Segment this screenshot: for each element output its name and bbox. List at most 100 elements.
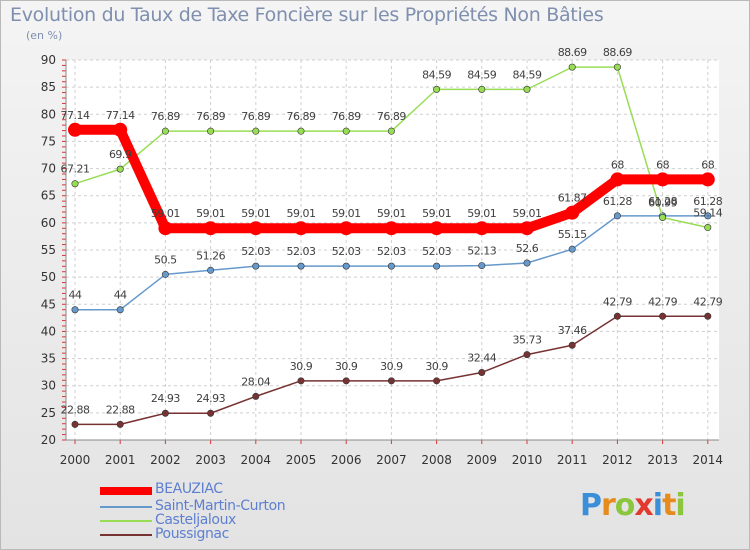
- data-point-saint-martin-curton: [161, 270, 169, 278]
- data-labels: 22.88 22.88 24.93 24.93 28.04 30.9 30.9 30.9 30.…: [61, 46, 724, 416]
- data-point-poussignac: [161, 409, 169, 417]
- data-label-casteljaloux: 76.89: [377, 110, 406, 123]
- data-label-casteljaloux: 76.89: [332, 110, 361, 123]
- data-label-poussignac: 35.73: [513, 334, 542, 347]
- x-tick-label: 2001: [105, 453, 136, 467]
- y-tick-label: 25: [41, 406, 56, 420]
- data-point-beauziac: [565, 205, 580, 220]
- y-tick-label: 55: [41, 243, 56, 257]
- data-label-poussignac: 42.79: [648, 295, 677, 308]
- x-tick-label: 2013: [647, 453, 678, 467]
- data-label-beauziac: 77.14: [106, 109, 135, 122]
- data-label-saint-martin-curton: 50.5: [154, 253, 177, 266]
- data-label-casteljaloux: 69.9: [109, 148, 132, 161]
- data-point-saint-martin-curton: [478, 262, 486, 270]
- data-point-casteljaloux: [252, 127, 260, 135]
- data-point-saint-martin-curton: [568, 245, 576, 253]
- data-point-saint-martin-curton: [297, 262, 305, 270]
- data-point-poussignac: [252, 392, 260, 400]
- proxiti-logo-letter: x: [634, 488, 653, 523]
- proxiti-logo: Proxiti: [580, 488, 686, 523]
- data-point-beauziac: [68, 122, 82, 137]
- y-tick-label: 80: [41, 107, 56, 121]
- data-point-poussignac: [207, 409, 215, 417]
- data-point-casteljaloux: [387, 127, 395, 135]
- x-tick-label: 2010: [512, 453, 543, 467]
- proxiti-logo-letter: r: [601, 488, 616, 523]
- data-point-beauziac: [429, 221, 444, 236]
- data-point-poussignac: [387, 377, 395, 385]
- y-tick-label: 70: [41, 162, 56, 176]
- legend-swatch-poussignac: [100, 534, 152, 536]
- data-point-casteljaloux: [116, 165, 124, 173]
- data-label-poussignac: 30.9: [380, 360, 403, 373]
- legend-swatch-beauziac: [100, 487, 152, 495]
- data-point-poussignac: [613, 312, 621, 320]
- x-tick-label: 2002: [150, 453, 181, 467]
- y-tick-label: 20: [41, 433, 56, 447]
- data-point-casteljaloux: [71, 180, 79, 188]
- y-tick-label: 35: [41, 352, 56, 366]
- y-tick-label: 50: [41, 270, 56, 284]
- chart-title: Evolution du Taux de Taxe Foncière sur l…: [10, 4, 604, 26]
- data-label-poussignac: 28.04: [241, 375, 270, 388]
- x-tick-label: 2004: [241, 453, 272, 467]
- data-label-poussignac: 30.9: [290, 360, 313, 373]
- y-tick-label: 40: [41, 324, 56, 338]
- data-label-casteljaloux: 84.59: [467, 68, 496, 81]
- data-label-casteljaloux: 76.89: [241, 110, 270, 123]
- data-point-poussignac: [568, 341, 576, 349]
- data-label-casteljaloux: 84.59: [513, 68, 542, 81]
- data-point-saint-martin-curton: [433, 262, 441, 270]
- data-point-poussignac: [478, 368, 486, 376]
- data-label-casteljaloux: 88.69: [603, 46, 632, 59]
- y-tick-label: 30: [41, 379, 56, 393]
- data-label-beauziac: 59.01: [151, 207, 180, 220]
- legend-label-saint-martin-curton: Saint-Martin-Curton: [155, 498, 286, 514]
- data-point-casteljaloux: [342, 127, 350, 135]
- data-point-saint-martin-curton: [523, 259, 531, 267]
- data-point-saint-martin-curton: [704, 212, 712, 220]
- data-point-beauziac: [384, 221, 399, 236]
- data-point-saint-martin-curton: [116, 306, 124, 314]
- data-label-saint-martin-curton: 52.6: [516, 242, 539, 255]
- x-tick-label: 2012: [602, 453, 633, 467]
- data-label-saint-martin-curton: 51.26: [196, 249, 225, 262]
- data-point-casteljaloux: [613, 63, 621, 71]
- data-label-saint-martin-curton: 44: [114, 289, 127, 302]
- data-label-beauziac: 59.01: [287, 207, 316, 220]
- data-label-poussignac: 37.46: [558, 324, 587, 337]
- proxiti-logo-letter: i: [675, 488, 685, 523]
- y-tick-label: 45: [41, 297, 56, 311]
- data-point-casteljaloux: [207, 127, 215, 135]
- data-label-saint-martin-curton: 61.28: [693, 195, 722, 208]
- data-point-saint-martin-curton: [71, 306, 79, 314]
- data-point-casteljaloux: [568, 63, 576, 71]
- data-point-beauziac: [339, 221, 354, 236]
- data-point-poussignac: [342, 377, 350, 385]
- x-tick-label: 2003: [195, 453, 226, 467]
- x-tick-label: 2005: [286, 453, 317, 467]
- proxiti-logo-letter: o: [614, 488, 636, 523]
- data-label-beauziac: 68: [701, 158, 714, 171]
- data-point-beauziac: [610, 172, 625, 187]
- data-label-beauziac: 59.01: [467, 207, 496, 220]
- data-label-poussignac: 30.9: [335, 360, 358, 373]
- data-point-casteljaloux: [704, 224, 712, 232]
- legend-label-beauziac: BEAUZIAC: [155, 481, 223, 497]
- data-point-casteljaloux: [478, 85, 486, 93]
- data-label-saint-martin-curton: 52.03: [287, 245, 316, 258]
- data-label-beauziac: 59.01: [513, 207, 542, 220]
- data-label-poussignac: 30.9: [425, 360, 448, 373]
- legend-swatch-casteljaloux: [100, 520, 152, 522]
- y-tick-label: 75: [41, 134, 56, 148]
- data-label-poussignac: 32.44: [467, 351, 496, 364]
- x-tick-label: 2007: [376, 453, 407, 467]
- data-label-casteljaloux: 76.89: [196, 110, 225, 123]
- data-label-saint-martin-curton: 61.28: [648, 195, 677, 208]
- data-point-casteljaloux: [433, 85, 441, 93]
- data-label-casteljaloux: 59.14: [693, 207, 722, 220]
- proxiti-logo-letter: i: [652, 488, 663, 523]
- axes: 20 25 30 35 40 45 50 55 60 65 70 75 80 85 90 2000 2001 20…: [41, 53, 723, 467]
